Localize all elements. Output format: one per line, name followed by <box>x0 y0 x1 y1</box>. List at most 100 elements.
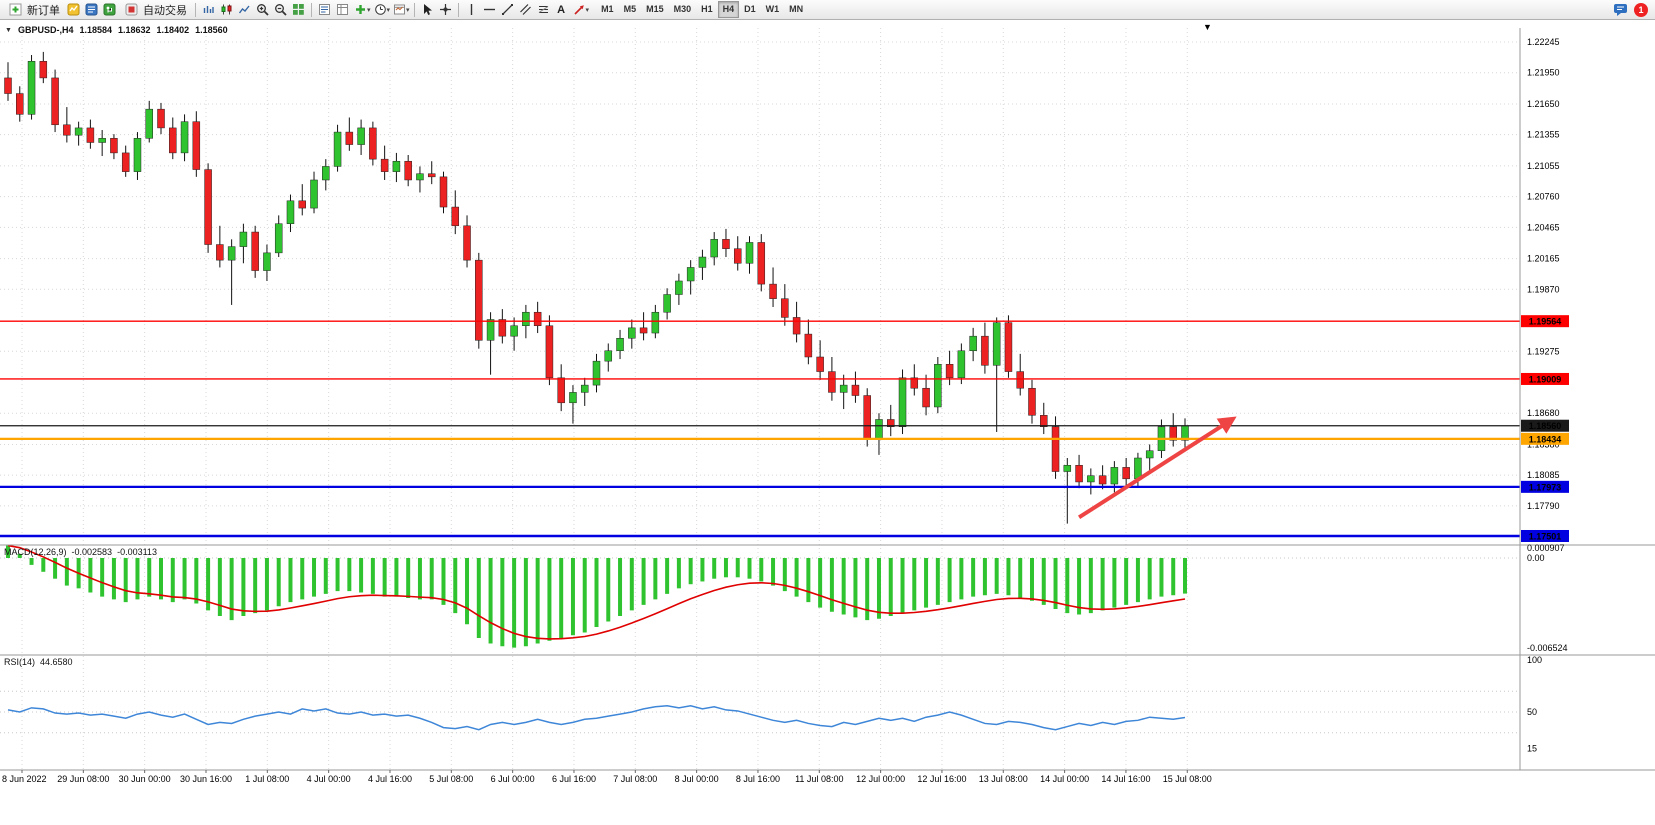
panel-borders <box>0 28 1655 771</box>
timeframe-mn[interactable]: MN <box>789 4 804 14</box>
tile-windows-icon[interactable] <box>290 1 307 19</box>
market-watch-icon[interactable] <box>83 1 100 19</box>
timeframe-m15[interactable]: M15 <box>646 4 664 14</box>
svg-text:100: 100 <box>1527 655 1542 665</box>
svg-text:30 Jun 16:00: 30 Jun 16:00 <box>180 774 232 784</box>
rsi-name: RSI(14) <box>4 657 36 667</box>
chart-symbol-ohlc: ▼ GBPUSD-,H4 1.18584 1.18632 1.18402 1.1… <box>5 25 228 35</box>
grid-lines <box>0 28 1520 770</box>
autotrading-icon <box>123 1 140 19</box>
svg-text:1.21950: 1.21950 <box>1527 68 1560 78</box>
one-click-expander-icon[interactable]: ▼ <box>5 26 12 34</box>
timeframe-h4[interactable]: H4 <box>717 1 740 18</box>
svg-text:7 Jul 08:00: 7 Jul 08:00 <box>613 774 657 784</box>
timeframe-m5[interactable]: M5 <box>623 4 637 14</box>
svg-text:1.21355: 1.21355 <box>1527 130 1560 140</box>
bar-chart-icon[interactable] <box>200 1 217 19</box>
crosshair-icon[interactable] <box>437 1 454 19</box>
time-axis[interactable]: 8 Jun 2022 29 Jun 08:00 30 Jun 00:00 30 Jun… <box>2 770 1212 784</box>
trend-arrow[interactable] <box>1077 416 1237 520</box>
chart-shift-marker[interactable]: ▼ <box>1203 22 1212 32</box>
timeframe-h1[interactable]: H1 <box>701 4 713 14</box>
macd-panel <box>6 544 1187 648</box>
trendline-icon[interactable] <box>499 1 516 19</box>
timeframe-m1[interactable]: M1 <box>601 4 614 14</box>
svg-text:50: 50 <box>1527 707 1537 717</box>
symbol-label: GBPUSD-,H4 <box>17 25 74 35</box>
navigator-icon[interactable] <box>101 1 118 19</box>
arrows-tool-icon[interactable] <box>571 1 588 19</box>
timeframe-w1[interactable]: W1 <box>765 4 780 14</box>
messages-icon[interactable] <box>1612 1 1629 19</box>
svg-text:8 Jun 2022: 8 Jun 2022 <box>2 774 47 784</box>
macd-name: MACD(12,26,9) <box>4 547 67 557</box>
chevron-down-icon[interactable]: ▾ <box>585 6 590 14</box>
svg-text:12 Jul 00:00: 12 Jul 00:00 <box>856 774 905 784</box>
rsi-panel <box>7 704 1186 731</box>
new-chart-icon[interactable] <box>65 1 82 19</box>
fibonacci-icon[interactable] <box>535 1 552 19</box>
macd-value-2: -0.003113 <box>117 547 157 557</box>
autotrading-label: 自动交易 <box>143 4 187 17</box>
svg-text:1.19564: 1.19564 <box>1529 317 1562 327</box>
svg-text:1.19275: 1.19275 <box>1527 346 1560 356</box>
equidistant-channel-icon[interactable] <box>517 1 534 19</box>
vertical-line-icon[interactable] <box>463 1 480 19</box>
macd-value-1: -0.002583 <box>71 547 113 557</box>
timeframe-group: M1 M5 M15 M30 H1 H4 D1 W1 MN <box>596 1 808 18</box>
svg-text:1.21650: 1.21650 <box>1527 99 1560 109</box>
svg-text:1.18680: 1.18680 <box>1527 408 1560 418</box>
svg-text:29 Jun 08:00: 29 Jun 08:00 <box>57 774 109 784</box>
svg-text:15: 15 <box>1527 743 1537 753</box>
svg-text:14 Jul 16:00: 14 Jul 16:00 <box>1101 774 1150 784</box>
ohlc-close: 1.18560 <box>195 25 228 35</box>
new-order-button[interactable]: 新订单 <box>3 1 64 19</box>
svg-text:4 Jul 16:00: 4 Jul 16:00 <box>368 774 412 784</box>
toolbar-separator <box>413 2 415 17</box>
svg-text:5 Jul 08:00: 5 Jul 08:00 <box>429 774 473 784</box>
timeframe-m30[interactable]: M30 <box>673 4 692 14</box>
svg-text:6 Jul 00:00: 6 Jul 00:00 <box>491 774 535 784</box>
chart-canvas[interactable]: 1.22245 1.21950 1.21650 1.21355 1.21055 1.207… <box>0 20 1655 790</box>
chevron-down-icon[interactable]: ▾ <box>367 6 371 14</box>
svg-text:4 Jul 00:00: 4 Jul 00:00 <box>307 774 351 784</box>
svg-text:-0.006524: -0.006524 <box>1527 643 1568 653</box>
timeframe-d1[interactable]: D1 <box>744 4 756 14</box>
svg-text:1.17501: 1.17501 <box>1529 531 1562 541</box>
text-tool-icon[interactable]: A <box>557 3 566 16</box>
insert-indicator-icon[interactable] <box>352 1 369 19</box>
templates-icon[interactable] <box>391 1 408 19</box>
chevron-down-icon[interactable]: ▾ <box>386 6 391 14</box>
svg-text:6 Jul 16:00: 6 Jul 16:00 <box>552 774 596 784</box>
candlestick-chart-icon[interactable] <box>218 1 235 19</box>
svg-text:1.20465: 1.20465 <box>1527 222 1560 232</box>
horizontal-levels[interactable] <box>0 320 1520 538</box>
svg-text:0.00: 0.00 <box>1527 553 1545 563</box>
price-axis[interactable]: 1.22245 1.21950 1.21650 1.21355 1.21055 1.207… <box>1521 37 1569 542</box>
svg-text:1.17790: 1.17790 <box>1527 501 1560 511</box>
zoom-in-icon[interactable] <box>254 1 271 19</box>
macd-indicator-label: MACD(12,26,9) -0.002583 -0.003113 <box>4 547 157 557</box>
svg-text:0.000907: 0.000907 <box>1527 543 1565 553</box>
svg-text:1.17973: 1.17973 <box>1529 482 1562 492</box>
rsi-value: 44.6580 <box>40 657 73 667</box>
svg-text:30 Jun 00:00: 30 Jun 00:00 <box>119 774 171 784</box>
rsi-indicator-label: RSI(14) 44.6580 <box>4 657 73 667</box>
notification-badge[interactable]: 1 <box>1634 2 1648 17</box>
ohlc-open: 1.18584 <box>79 25 112 35</box>
rsi-axis[interactable]: 100 50 15 <box>1527 655 1542 753</box>
new-order-icon <box>7 1 24 19</box>
indicators-list-icon[interactable] <box>316 1 333 19</box>
data-window-icon[interactable] <box>334 1 351 19</box>
horizontal-line-icon[interactable] <box>481 1 498 19</box>
autotrading-button[interactable]: 自动交易 <box>119 1 191 19</box>
toolbar-separator <box>311 2 312 17</box>
chevron-down-icon[interactable]: ▾ <box>406 6 410 14</box>
svg-text:8 Jul 00:00: 8 Jul 00:00 <box>675 774 719 784</box>
periods-clock-icon[interactable] <box>372 1 389 19</box>
cursor-icon[interactable] <box>419 1 436 19</box>
svg-text:1.19009: 1.19009 <box>1529 374 1562 384</box>
zoom-out-icon[interactable] <box>272 1 289 19</box>
line-chart-icon[interactable] <box>236 1 253 19</box>
